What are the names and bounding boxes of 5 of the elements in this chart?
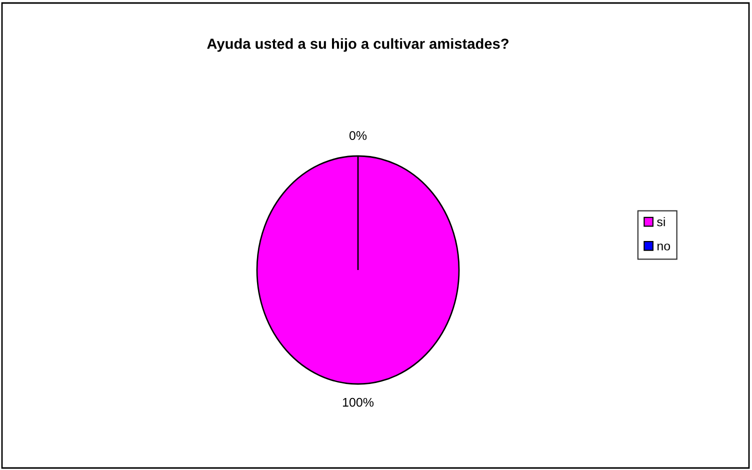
legend-label: si: [657, 217, 665, 226]
chart-title: Ayuda usted a su hijo a cultivar amistades?: [207, 38, 508, 52]
data-label: 100%: [342, 398, 374, 407]
legend-label: no: [658, 244, 670, 250]
text: 0%: [349, 131, 367, 140]
